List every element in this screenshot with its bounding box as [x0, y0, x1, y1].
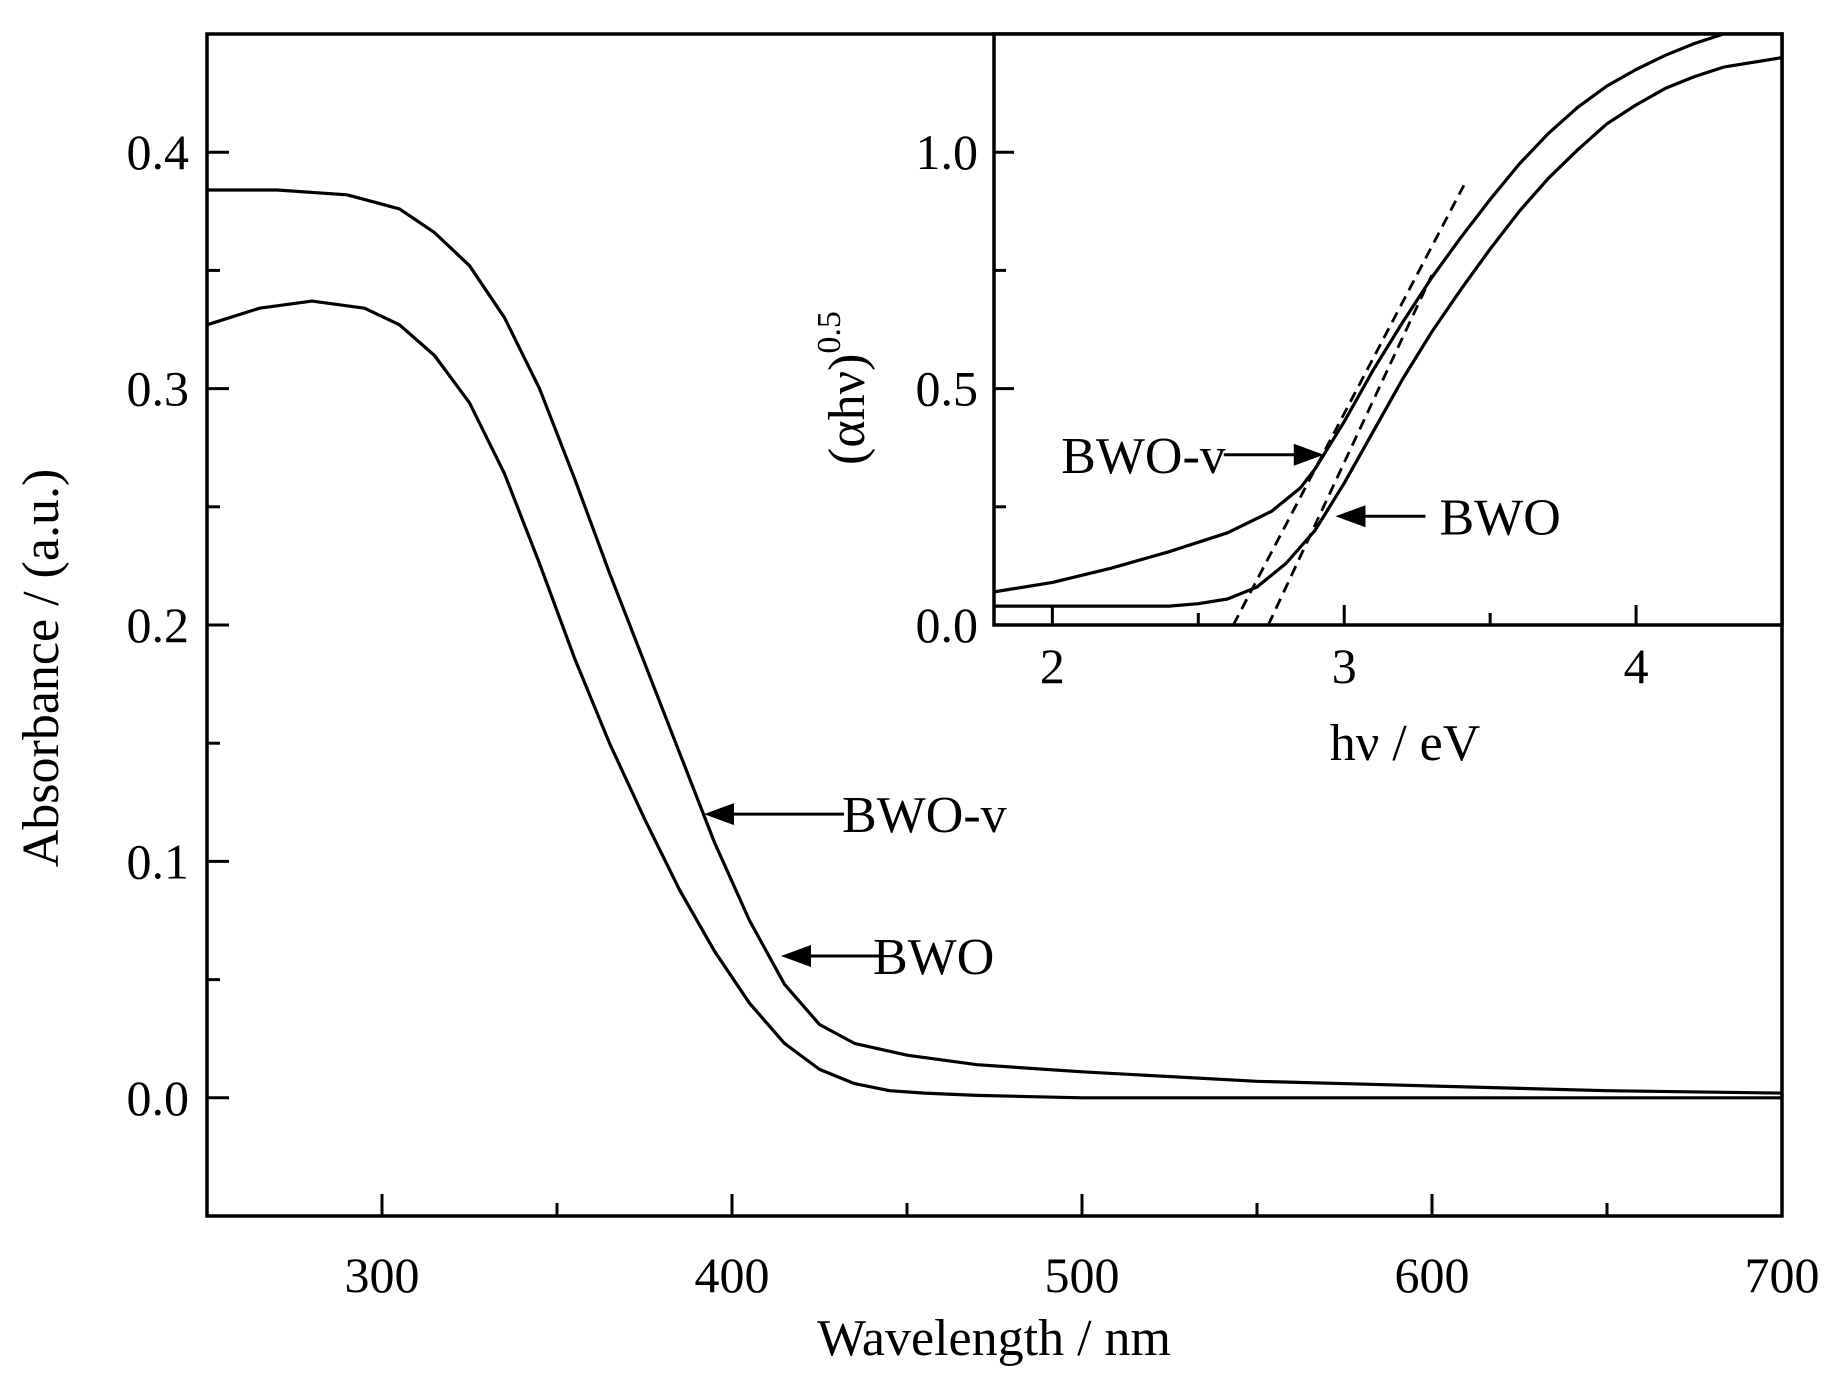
main-y-tick-label: 0.0	[127, 1070, 190, 1126]
inset-x-axis-title: hν / eV	[1330, 715, 1481, 772]
main-y-tick-label: 0.1	[127, 833, 190, 889]
main-series-bwo-line	[206, 299, 1782, 1100]
inset-y-tick-label: 0.0	[916, 597, 979, 653]
main-y-axis-title: Absorbance / (a.u.)	[13, 469, 70, 868]
main-tick-labels: 300 400 500 600 700 0.0 0.1 0.2 0.3 0.4	[127, 124, 1820, 1303]
main-annotation-bwo-label: BWO	[873, 929, 994, 986]
main-x-tick-label: 500	[1045, 1247, 1120, 1303]
main-y-tick-label: 0.2	[127, 597, 190, 653]
inset-annotations: BWO-v BWO	[1061, 428, 1561, 546]
main-series-bwo-v-line	[207, 188, 1783, 1095]
inset-tick-labels: 2 3 4 0.0 0.5 1.0	[916, 124, 1649, 694]
inset-x-tick-label: 3	[1332, 638, 1357, 694]
inset-ticks	[994, 150, 1638, 627]
inset-x-tick-label: 4	[1624, 638, 1649, 694]
inset-y-tick-label: 1.0	[916, 124, 979, 180]
main-y-tick-label: 0.3	[127, 361, 190, 417]
main-ticks	[207, 150, 1784, 1216]
main-curves	[206, 188, 1783, 1100]
main-annotation-bwo-arrow-head	[781, 944, 811, 967]
inset-series-fit-3-dashed-line	[1267, 274, 1434, 625]
inset-y-axis-title-exponent: 0.5	[811, 311, 848, 354]
inset-series-bwo-line	[994, 56, 1782, 608]
inset-annotation-bwo-label: BWO	[1439, 489, 1560, 546]
main-x-tick-label: 600	[1395, 1247, 1470, 1303]
main-x-axis-title: Wavelength / nm	[817, 1310, 1171, 1367]
main-x-tick-label: 300	[345, 1247, 420, 1303]
inset-y-axis-title-base: (αhν)	[819, 354, 876, 465]
main-annotations: BWO-v BWO	[704, 787, 1007, 986]
main-y-tick-label: 0.4	[127, 124, 190, 180]
main-annotation-bwo-v-label: BWO-v	[842, 787, 1007, 844]
main-x-tick-label: 400	[695, 1247, 770, 1303]
inset-y-axis-title: (αhν)0.5	[811, 311, 876, 465]
inset-x-tick-label: 2	[1040, 638, 1065, 694]
inset-series-fit-2-dashed-line	[1232, 184, 1466, 625]
main-annotation-bwo-v-arrow-head	[704, 803, 734, 826]
inset-annotation-bwo-arrow-head	[1335, 505, 1366, 528]
inset-y-tick-label: 0.5	[916, 361, 979, 417]
inset-annotation-bwo-v-label: BWO-v	[1061, 428, 1226, 485]
inset-annotation-bwo-v-arrow-head	[1293, 443, 1324, 466]
inset-curves	[994, 34, 1782, 625]
main-x-tick-label: 700	[1745, 1247, 1820, 1303]
